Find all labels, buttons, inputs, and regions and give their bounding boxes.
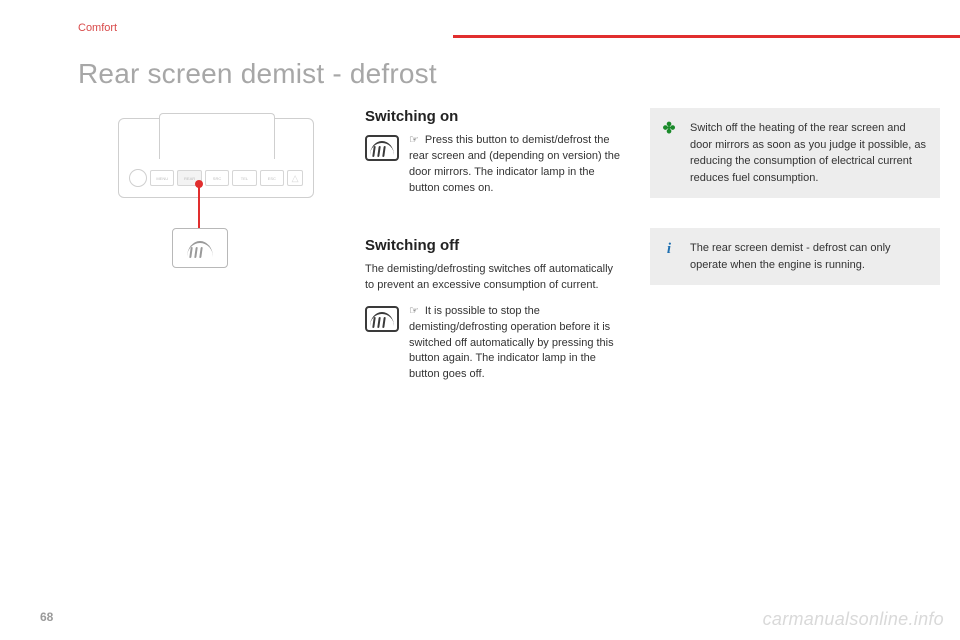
page-number: 68 bbox=[40, 610, 53, 624]
heading-switching-on: Switching on bbox=[365, 108, 625, 125]
instruction-text: ☞It is possible to stop the demisting/de… bbox=[409, 304, 625, 384]
intro-text: The demisting/defrosting switches off au… bbox=[365, 262, 625, 294]
volume-knob bbox=[129, 169, 147, 187]
panel-button: MENU bbox=[150, 170, 174, 186]
callout-defrost-button bbox=[172, 228, 228, 268]
dashboard-illustration: MENU REAR SRC TEL ESC △ bbox=[100, 108, 330, 276]
button-row: MENU REAR SRC TEL ESC △ bbox=[129, 167, 303, 189]
callout-line bbox=[198, 182, 200, 230]
control-panel: MENU REAR SRC TEL ESC △ bbox=[118, 118, 314, 198]
eco-note-text: Switch off the heating of the rear scree… bbox=[690, 122, 926, 184]
screen-outline bbox=[159, 113, 275, 159]
defrost-icon bbox=[365, 306, 399, 332]
tab-stripe bbox=[453, 35, 960, 38]
pointer-glyph: ☞ bbox=[409, 134, 419, 146]
info-icon: i bbox=[660, 240, 678, 258]
instruction-text: ☞Press this button to demist/defrost the… bbox=[409, 133, 625, 197]
page-title: Rear screen demist - defrost bbox=[78, 58, 437, 90]
section-header: Comfort bbox=[78, 22, 117, 34]
hazard-button: △ bbox=[287, 170, 303, 186]
info-note-text: The rear screen demist - defrost can onl… bbox=[690, 242, 891, 271]
pointer-glyph: ☞ bbox=[409, 305, 419, 317]
tree-icon: ✤ bbox=[660, 120, 678, 138]
heading-switching-off: Switching off bbox=[365, 237, 625, 254]
watermark: carmanualsonline.info bbox=[763, 609, 944, 630]
panel-button: ESC bbox=[260, 170, 284, 186]
defrost-icon bbox=[365, 135, 399, 161]
info-note: i The rear screen demist - defrost can o… bbox=[650, 228, 940, 285]
panel-button: TEL bbox=[232, 170, 256, 186]
panel-button: SRC bbox=[205, 170, 229, 186]
eco-note: ✤ Switch off the heating of the rear scr… bbox=[650, 108, 940, 198]
